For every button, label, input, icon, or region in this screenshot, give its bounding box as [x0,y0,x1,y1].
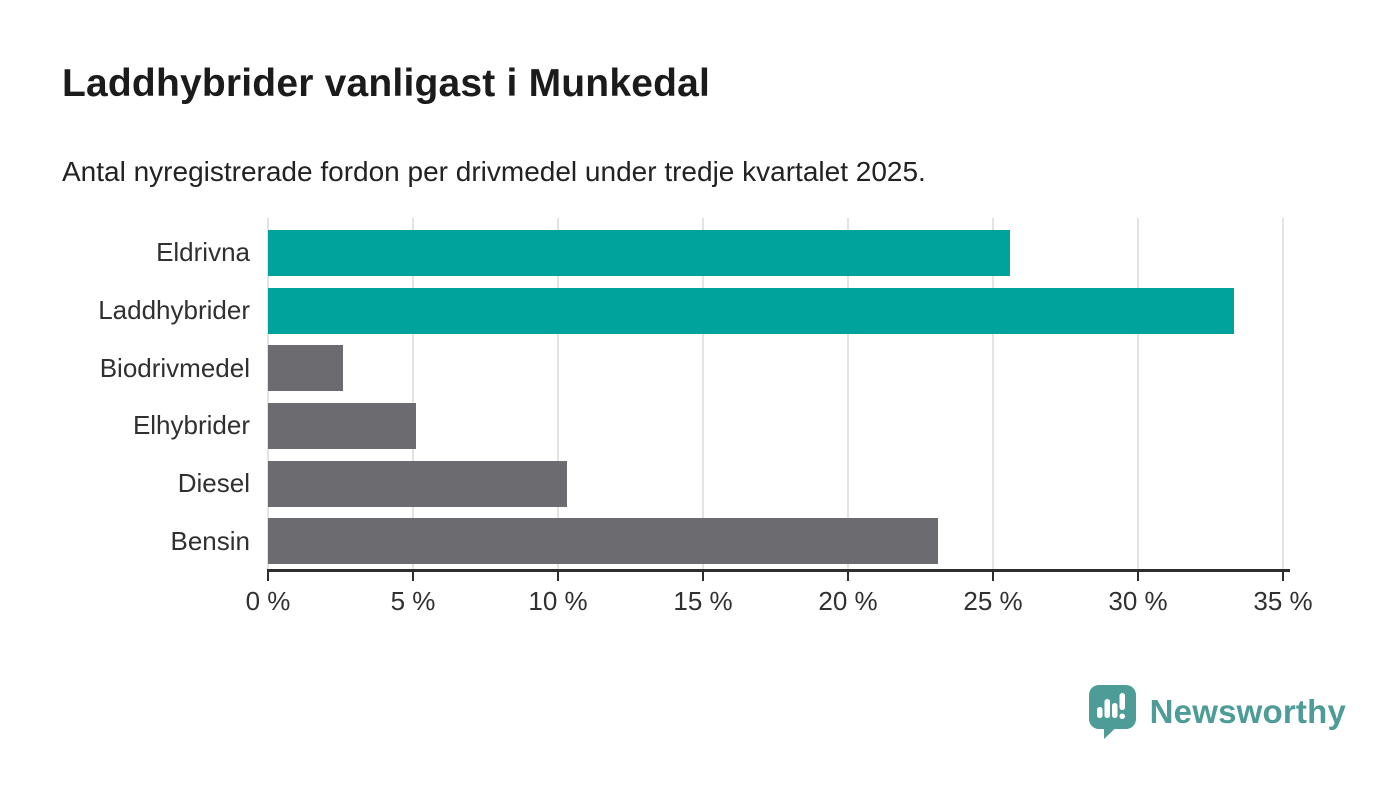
tick-label: 25 % [963,586,1023,616]
category-label: Eldrivna [156,237,250,268]
tick-mark [992,572,994,581]
tick-label: 0 % [245,586,291,616]
y-label-row: Biodrivmedel [0,339,250,397]
y-label-row: Elhybrider [0,397,250,455]
bar-laddhybrider [268,287,1234,334]
chart-subtitle: Antal nyregistrerade fordon per drivmede… [62,156,926,187]
gridlines-layer [267,218,1284,570]
bar-elhybrider [268,402,416,449]
tick-mark [1137,572,1139,581]
gridline [267,218,269,570]
category-label: Laddhybrider [98,295,250,325]
y-label-row: Diesel [0,455,250,513]
bar-biodrivmedel [268,345,344,392]
bar-row [268,512,1283,570]
bar-row [268,455,1283,513]
bar-row [268,339,1283,397]
tick-label: 30 % [1108,586,1168,616]
bar-eldrivna [268,229,1011,276]
gridline [847,218,849,570]
tick-label: 20 % [818,586,878,616]
category-label: Bensin [170,525,251,556]
bar-bensin [268,518,938,565]
gridline [557,218,559,570]
category-label: Diesel [177,468,250,499]
gridline [992,218,994,570]
tick-label: 5 % [390,586,436,616]
newsworthy-bar-chart-bubble-icon [1088,685,1136,739]
bar-row [268,224,1283,282]
gridline [1282,218,1284,570]
tick-label: 10 % [528,586,588,616]
page-title: Laddhybrider vanligast i Munkedal [62,62,711,105]
bar-row [268,397,1283,455]
tick-mark [702,572,704,581]
bars-layer [268,224,1283,570]
tick-label: 35 % [1253,586,1313,616]
tick-mark [1282,572,1284,581]
y-label-row: Laddhybrider [0,282,250,340]
y-label-row: Eldrivna [0,224,250,282]
bar-row [268,282,1283,340]
x-axis-ticks: 0 % 5 % 10 % 15 % 20 % 25 % 30 % 35 % [246,572,1313,622]
category-label: Elhybrider [132,410,250,441]
category-label: Biodrivmedel [99,352,250,383]
tick-mark [847,572,849,581]
y-axis-labels: Eldrivna Laddhybrider Biodrivmedel Elhybrid… [0,224,250,570]
tick-mark [267,572,269,581]
gridline [412,218,414,570]
x-axis-line [267,569,1290,572]
tick-mark [557,572,559,581]
tick-mark [412,572,414,581]
gridline [702,218,704,570]
newsworthy-logo: Newsworthy [1088,684,1346,740]
logo-wordmark: Newsworthy [1149,693,1346,730]
tick-label: 15 % [673,586,733,616]
bar-diesel [268,460,567,507]
gridline [1137,218,1139,570]
y-label-row: Bensin [0,512,251,570]
